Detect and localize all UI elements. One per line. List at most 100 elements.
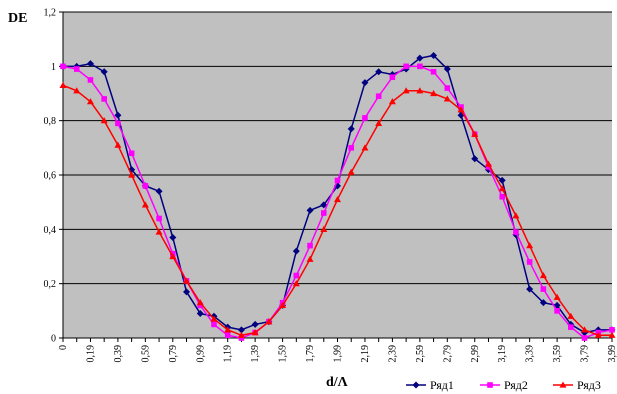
data-point xyxy=(59,81,67,88)
data-point xyxy=(320,225,328,232)
x-tick-label: 0,99 xyxy=(195,345,206,363)
data-point xyxy=(457,106,465,113)
data-point xyxy=(155,228,163,235)
x-tick-label: 0,59 xyxy=(140,345,151,363)
data-point xyxy=(183,288,191,296)
data-point xyxy=(128,150,135,157)
data-point xyxy=(293,272,300,279)
x-tick-label: 2,59 xyxy=(415,345,426,363)
data-point xyxy=(265,318,273,325)
data-point xyxy=(559,381,567,388)
data-point xyxy=(540,286,547,292)
data-point xyxy=(251,329,259,336)
data-point xyxy=(347,125,355,133)
data-point xyxy=(471,155,479,163)
data-point xyxy=(211,321,217,328)
data-point xyxy=(155,187,163,195)
data-point xyxy=(334,195,341,203)
data-point xyxy=(581,335,588,341)
data-point xyxy=(320,210,327,216)
data-point xyxy=(100,117,108,124)
x-axis-ticks: 0 0,19 0,39 0,59 0,79 0,99 1,19 1,39 1,59 1,79 1,9… xyxy=(58,338,617,363)
data-point xyxy=(444,85,451,91)
data-point xyxy=(443,65,451,73)
data-point xyxy=(608,331,616,338)
data-point xyxy=(361,79,369,87)
data-point xyxy=(388,98,396,105)
data-point xyxy=(114,141,122,148)
data-point xyxy=(60,63,66,70)
data-point xyxy=(553,293,561,300)
data-point xyxy=(581,326,589,333)
data-point xyxy=(375,119,383,127)
data-point xyxy=(375,68,383,76)
data-point xyxy=(279,301,287,309)
series-3 xyxy=(59,81,616,338)
data-point xyxy=(430,51,438,59)
x-tick-label: 2,39 xyxy=(387,345,398,363)
data-point xyxy=(237,326,245,334)
data-point xyxy=(361,144,369,151)
data-point xyxy=(334,177,341,184)
data-point xyxy=(417,63,423,70)
data-point xyxy=(196,299,204,306)
data-point xyxy=(224,332,231,339)
data-point xyxy=(306,206,314,214)
y-tick-label: 0,2 xyxy=(44,279,57,290)
data-point xyxy=(86,60,94,68)
data-point xyxy=(430,68,437,75)
y-axis-title: DE xyxy=(8,11,27,26)
data-point xyxy=(485,164,492,170)
data-point xyxy=(115,120,121,127)
gridlines xyxy=(63,11,612,285)
legend-label: Ряд2 xyxy=(504,378,528,392)
x-tick-label: 3,19 xyxy=(497,345,508,363)
data-point xyxy=(403,63,409,70)
x-tick-label: 3,79 xyxy=(580,345,591,363)
data-point xyxy=(73,66,80,72)
x-tick-label: 0,39 xyxy=(113,345,124,363)
x-tick-label: 2,19 xyxy=(360,345,371,363)
data-point xyxy=(443,95,451,102)
data-point xyxy=(87,77,94,83)
data-point xyxy=(141,201,149,208)
x-tick-label: 1,59 xyxy=(278,345,289,363)
legend: Ряд1 Ряд2 Ряд3 xyxy=(406,378,601,392)
data-point xyxy=(196,310,204,318)
x-tick-label: 3,39 xyxy=(525,345,536,363)
data-point xyxy=(156,215,162,222)
data-point xyxy=(416,87,424,94)
data-point xyxy=(307,242,313,249)
data-point xyxy=(375,93,382,100)
data-point xyxy=(142,183,149,189)
series-group xyxy=(59,51,616,341)
data-point xyxy=(128,171,136,178)
x-tick-label: 3,59 xyxy=(552,345,563,363)
y-tick-label: 0,6 xyxy=(44,171,57,182)
data-point xyxy=(539,299,547,307)
data-point xyxy=(73,87,81,94)
data-point xyxy=(609,327,615,333)
data-point xyxy=(554,308,560,314)
data-point xyxy=(539,272,547,279)
x-tick-label: 1,19 xyxy=(223,345,234,363)
data-point xyxy=(292,280,300,287)
data-point xyxy=(416,54,424,62)
data-point xyxy=(101,96,107,102)
y-tick-label: 1 xyxy=(51,62,56,73)
data-point xyxy=(169,233,177,241)
x-tick-label: 2,99 xyxy=(470,345,481,363)
data-point xyxy=(347,168,355,175)
y-tick-label: 0,8 xyxy=(44,116,57,127)
data-point xyxy=(526,259,533,265)
data-point xyxy=(412,381,420,389)
data-point xyxy=(513,229,519,235)
data-point xyxy=(169,253,177,260)
data-point xyxy=(526,285,534,293)
y-tick-label: 1,2 xyxy=(44,8,57,19)
x-tick-label: 0,79 xyxy=(168,345,179,363)
data-point xyxy=(348,145,355,151)
data-point xyxy=(306,255,314,262)
data-point xyxy=(430,90,438,97)
